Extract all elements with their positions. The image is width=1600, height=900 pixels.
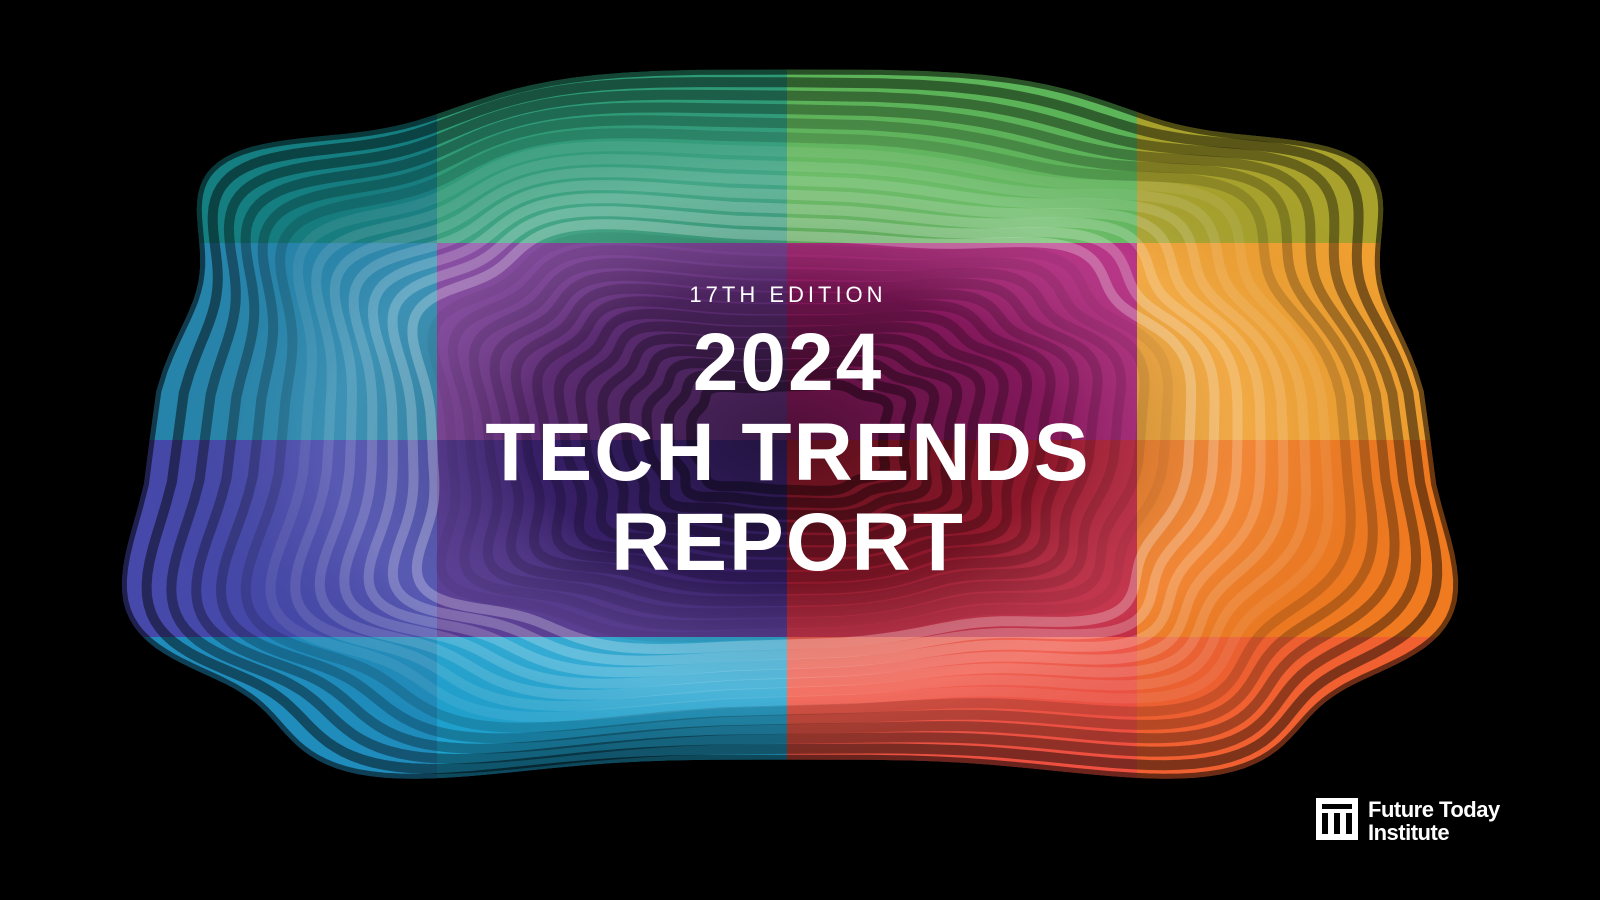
wave-band bbox=[619, 344, 963, 533]
logo-icon-part bbox=[1346, 813, 1352, 834]
wave-band bbox=[191, 102, 1400, 754]
wave-band bbox=[314, 167, 1289, 700]
logo-icon-part bbox=[1322, 813, 1328, 834]
cover-text: 17TH EDITION 2024 TECH TRENDS REPORT bbox=[485, 282, 1090, 588]
logo-text: Institute bbox=[1368, 820, 1449, 845]
wave-band bbox=[141, 77, 1443, 774]
wave-band bbox=[489, 270, 1103, 607]
wave-band bbox=[575, 321, 1009, 558]
wave-band bbox=[339, 180, 1266, 689]
wave-band bbox=[663, 368, 917, 509]
title-line: REPORT bbox=[611, 497, 965, 588]
wave-band bbox=[121, 69, 1459, 779]
wave-band bbox=[686, 379, 894, 496]
logo-icon-part bbox=[1334, 813, 1340, 834]
wave-band bbox=[447, 245, 1150, 631]
wave-band bbox=[553, 308, 1033, 570]
wave-band bbox=[641, 356, 940, 521]
center-shade bbox=[135, 69, 1445, 779]
wave-band bbox=[407, 219, 1197, 655]
edition: 17TH EDITION bbox=[689, 282, 886, 307]
wave-band bbox=[387, 206, 1220, 666]
wave-band bbox=[427, 232, 1173, 643]
logo-text: Future Today bbox=[1368, 797, 1501, 822]
logo-icon-part bbox=[1322, 804, 1352, 809]
wave-band bbox=[166, 89, 1422, 764]
wave-band bbox=[597, 333, 986, 546]
title-line: TECH TRENDS bbox=[485, 407, 1090, 498]
wave-band bbox=[216, 115, 1378, 744]
wave-band bbox=[468, 257, 1126, 619]
title-line: 2024 bbox=[693, 317, 883, 408]
wave-band bbox=[363, 193, 1243, 678]
wave-band bbox=[510, 283, 1080, 595]
wave-band bbox=[240, 128, 1356, 733]
logo: Future Today Institute bbox=[1316, 797, 1501, 845]
wave-band bbox=[265, 141, 1334, 722]
wave-band bbox=[290, 154, 1312, 712]
wave-band bbox=[532, 296, 1056, 582]
